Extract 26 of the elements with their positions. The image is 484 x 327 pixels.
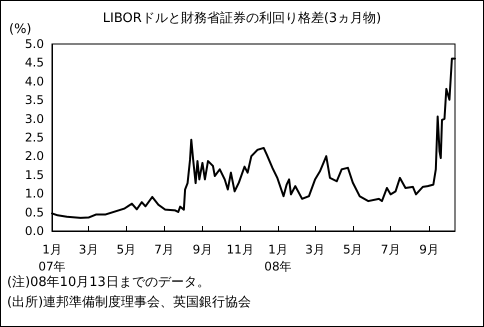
x-tick-label: 7月	[154, 242, 174, 256]
x-tick-label: 5月	[116, 242, 136, 256]
text: (注)08年10月13日までのデータ。	[7, 275, 210, 290]
y-tick-label: 3.0	[24, 112, 44, 126]
x-tick-label: 7月	[380, 242, 400, 256]
x-tick-label: 9月	[192, 242, 212, 256]
x-tick-label: 5月	[343, 242, 363, 256]
x-tick-label: 9月	[419, 242, 439, 256]
x-tick-label: 1月 08年	[264, 242, 292, 274]
x-tick-label: 3月	[78, 242, 98, 256]
y-tick-label: 2.0	[24, 149, 44, 164]
chart-title: LIBORドルと財務省証券の利回り格差(3ヵ月物)	[102, 11, 382, 26]
y-tick-label: 1.0	[24, 186, 44, 201]
y-tick-label: 0.5	[24, 205, 44, 220]
y-tick-label: 5.0	[24, 37, 44, 51]
x-tick-label: 1月 07年	[38, 242, 66, 274]
y-tick-label: 0.0	[24, 224, 44, 238]
y-tick-label: 2.5	[24, 130, 44, 144]
text: (出所)連邦準備制度理事会、英国銀行協会	[7, 294, 252, 310]
y-axis-title: (%)	[9, 22, 32, 37]
y-tick-label: 4.5	[24, 56, 44, 70]
x-tick-label: 3月	[305, 242, 325, 256]
y-tick-label: 1.5	[24, 168, 44, 182]
x-tick-label: 11月	[226, 242, 254, 256]
y-tick-label: 4.0	[24, 74, 44, 88]
y-tick-label: 3.5	[24, 93, 44, 108]
